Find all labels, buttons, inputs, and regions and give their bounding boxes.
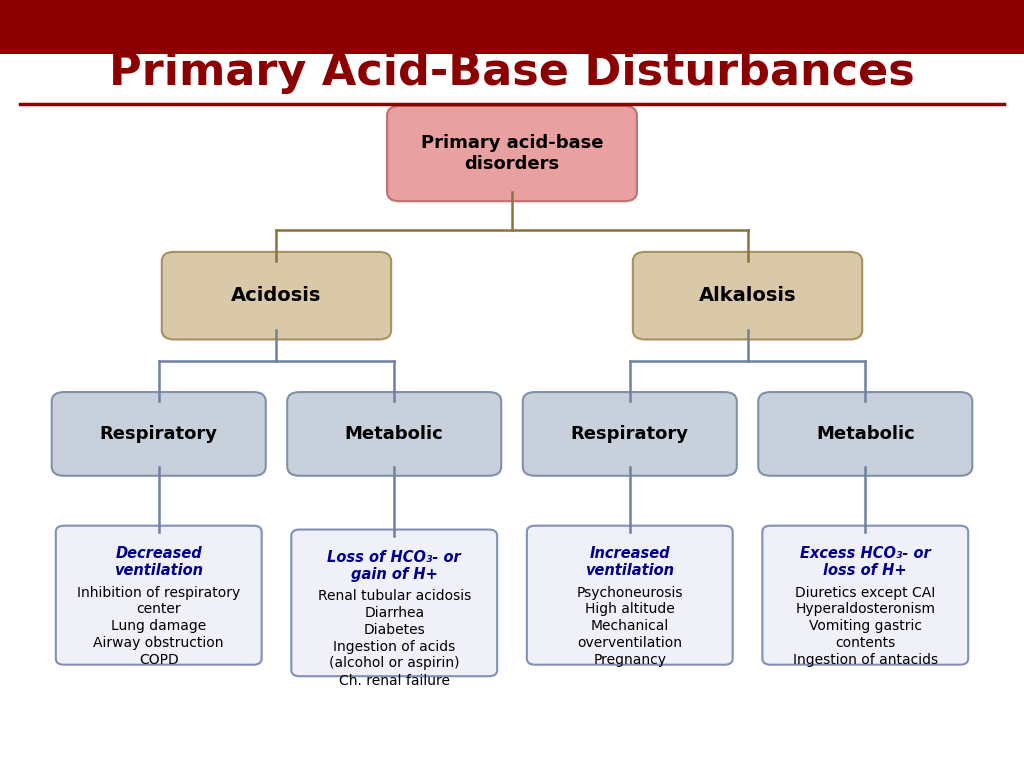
Text: Diuretics except CAI: Diuretics except CAI [796, 586, 935, 600]
Text: Lung damage: Lung damage [111, 619, 207, 634]
FancyBboxPatch shape [522, 392, 736, 476]
Text: Primary acid-base
disorders: Primary acid-base disorders [421, 134, 603, 173]
Text: Excess HCO₃- or
loss of H+: Excess HCO₃- or loss of H+ [800, 545, 931, 578]
FancyBboxPatch shape [287, 392, 501, 476]
Text: Pregnancy: Pregnancy [593, 653, 667, 667]
Text: Vomiting gastric
contents: Vomiting gastric contents [809, 619, 922, 650]
FancyBboxPatch shape [526, 525, 733, 664]
FancyBboxPatch shape [387, 106, 637, 201]
FancyBboxPatch shape [162, 252, 391, 339]
Text: Diarrhea: Diarrhea [365, 607, 424, 621]
Text: Respiratory: Respiratory [570, 425, 689, 443]
Text: Airway obstruction: Airway obstruction [93, 636, 224, 650]
Text: High altitude: High altitude [585, 602, 675, 617]
Text: Acidosis: Acidosis [231, 286, 322, 305]
Text: Mechanical
overventilation: Mechanical overventilation [578, 619, 682, 650]
Text: Loss of HCO₃- or
gain of H+: Loss of HCO₃- or gain of H+ [328, 550, 461, 582]
Text: Decreased
ventilation: Decreased ventilation [115, 545, 203, 578]
Text: Psychoneurosis: Psychoneurosis [577, 586, 683, 600]
Text: Ingestion of acids
(alcohol or aspirin): Ingestion of acids (alcohol or aspirin) [329, 641, 460, 670]
Text: Ch. renal failure: Ch. renal failure [339, 674, 450, 688]
Text: Primary Acid-Base Disturbances: Primary Acid-Base Disturbances [110, 51, 914, 94]
FancyBboxPatch shape [762, 525, 969, 664]
FancyBboxPatch shape [758, 392, 972, 476]
Bar [0, 0, 1024, 54]
Text: Respiratory: Respiratory [99, 425, 218, 443]
Text: Metabolic: Metabolic [816, 425, 914, 443]
Text: Diabetes: Diabetes [364, 624, 425, 637]
Text: Renal tubular acidosis: Renal tubular acidosis [317, 590, 471, 604]
Text: Ingestion of antacids: Ingestion of antacids [793, 653, 938, 667]
Text: Increased
ventilation: Increased ventilation [586, 545, 674, 578]
Text: Metabolic: Metabolic [345, 425, 443, 443]
Text: Hyperaldosteronism: Hyperaldosteronism [796, 602, 935, 617]
FancyBboxPatch shape [291, 530, 498, 677]
FancyBboxPatch shape [51, 392, 266, 476]
Text: Alkalosis: Alkalosis [698, 286, 797, 305]
Text: Inhibition of respiratory
center: Inhibition of respiratory center [77, 586, 241, 616]
FancyBboxPatch shape [633, 252, 862, 339]
FancyBboxPatch shape [55, 525, 262, 664]
Text: COPD: COPD [139, 653, 178, 667]
